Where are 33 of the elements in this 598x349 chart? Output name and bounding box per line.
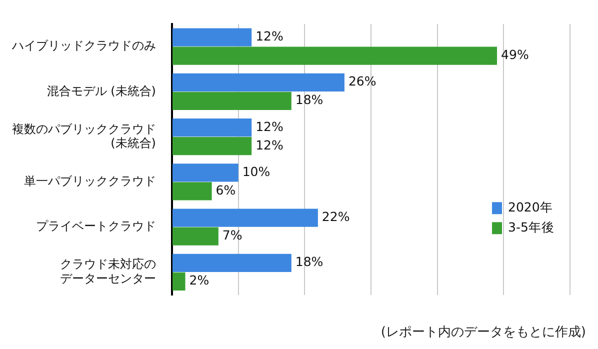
legend-label: 3-5年後 [508, 219, 554, 234]
bar [172, 118, 252, 137]
y-tick-label: クラウド未対応のデーターセンター [60, 257, 156, 286]
data-label: 12% [256, 28, 284, 44]
data-label: 22% [322, 209, 350, 224]
y-tick-label: プライベートクラウド [36, 219, 156, 234]
data-label: 26% [348, 74, 376, 89]
data-label: 6% [216, 182, 236, 198]
bar [172, 272, 186, 291]
legend-label: 2020年 [508, 199, 553, 214]
data-label: 12% [256, 118, 284, 134]
data-label: 12% [256, 137, 284, 152]
y-tick-label: 混合モデル (未統合) [46, 84, 156, 98]
y-tick-label: ハイブリッドクラウドのみ [11, 38, 156, 53]
data-label: 49% [501, 47, 529, 62]
bar [172, 92, 292, 110]
data-label: 7% [222, 228, 242, 243]
data-label: 18% [295, 254, 324, 270]
bar [172, 46, 498, 65]
bar [172, 164, 238, 182]
data-label: 2% [189, 272, 210, 288]
bar [172, 227, 218, 246]
y-tick-label: 複数のパブリッククラウド (未統合) [12, 122, 156, 150]
data-label: 10% [242, 164, 270, 179]
bar [172, 182, 212, 200]
data-label: 18% [295, 92, 324, 108]
y-tick-label: 単一パブリッククラウド [24, 174, 156, 188]
text: (レポート内のデータをもとに作成) [380, 324, 586, 341]
bar [172, 254, 292, 272]
bar [172, 28, 252, 46]
bar [172, 73, 344, 92]
bar [172, 137, 252, 156]
bar [172, 208, 318, 227]
